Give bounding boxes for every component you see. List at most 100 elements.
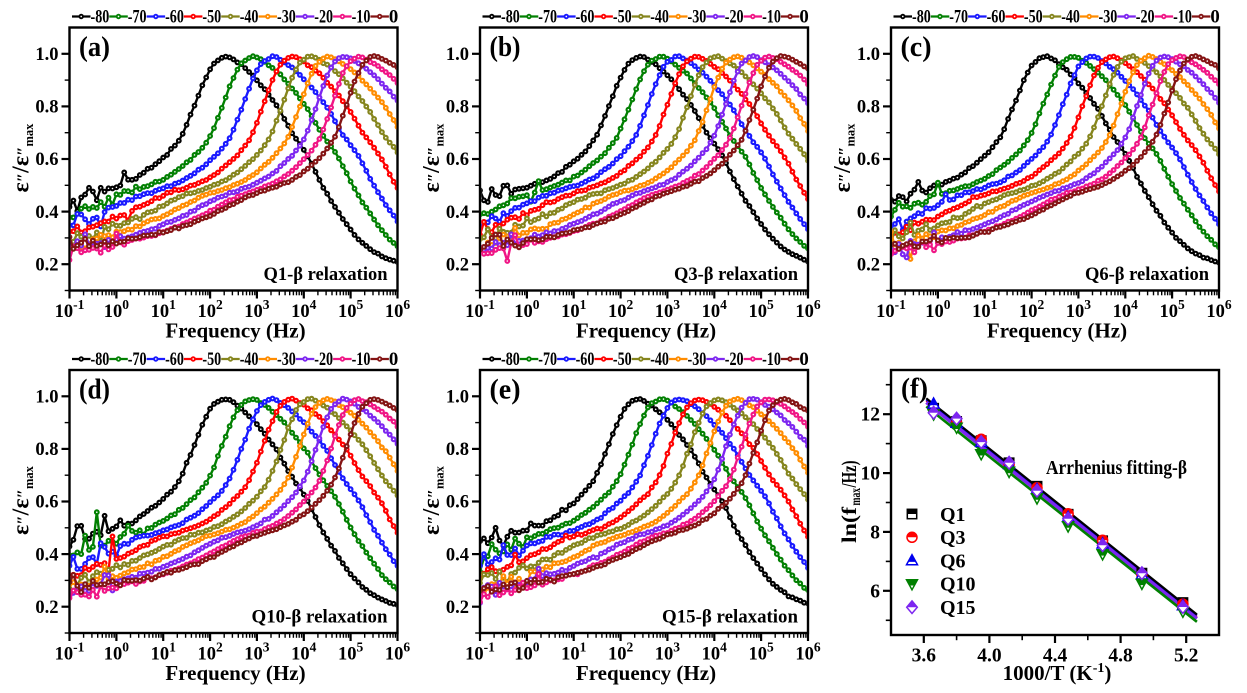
svg-text:0: 0 bbox=[389, 350, 398, 370]
svg-text:103: 103 bbox=[655, 640, 681, 665]
svg-text:/Hz): /Hz) bbox=[837, 460, 861, 488]
svg-text:max: max bbox=[849, 488, 864, 506]
svg-text:ε″/ε″max: ε″/ε″max bbox=[9, 465, 37, 535]
svg-text:-40: -40 bbox=[240, 7, 259, 27]
svg-text:-80: -80 bbox=[91, 7, 110, 27]
svg-text:-70: -70 bbox=[128, 7, 147, 27]
svg-text:-60: -60 bbox=[576, 350, 595, 370]
svg-text:102: 102 bbox=[197, 640, 223, 665]
svg-text:0.4: 0.4 bbox=[35, 545, 58, 565]
svg-text:-70: -70 bbox=[128, 350, 147, 370]
svg-text:104: 104 bbox=[702, 297, 728, 322]
svg-text:1.0: 1.0 bbox=[857, 45, 880, 65]
svg-text:1.0: 1.0 bbox=[446, 388, 469, 408]
svg-text:(b): (b) bbox=[490, 31, 521, 63]
svg-text:0.8: 0.8 bbox=[35, 98, 58, 118]
svg-text:105: 105 bbox=[748, 640, 774, 665]
svg-text:-30: -30 bbox=[688, 7, 707, 27]
svg-text:10-1: 10-1 bbox=[465, 640, 495, 665]
svg-text:Q6-β relaxation: Q6-β relaxation bbox=[1085, 264, 1209, 285]
svg-text:(c): (c) bbox=[901, 31, 932, 63]
svg-text:101: 101 bbox=[972, 297, 998, 322]
svg-text:3.6: 3.6 bbox=[912, 646, 937, 667]
svg-text:0.6: 0.6 bbox=[857, 150, 880, 170]
svg-text:(d): (d) bbox=[79, 374, 110, 406]
svg-text:1000/T (K-1): 1000/T (K-1) bbox=[1003, 661, 1112, 685]
svg-text:-50: -50 bbox=[202, 7, 221, 27]
svg-text:103: 103 bbox=[244, 640, 270, 665]
svg-text:102: 102 bbox=[1019, 297, 1045, 322]
svg-text:-20: -20 bbox=[314, 7, 333, 27]
svg-text:Q3: Q3 bbox=[940, 527, 966, 549]
svg-text:103: 103 bbox=[244, 297, 270, 322]
svg-text:0.6: 0.6 bbox=[446, 493, 469, 513]
svg-text:102: 102 bbox=[608, 297, 634, 322]
svg-text:Frequency (Hz): Frequency (Hz) bbox=[165, 661, 305, 685]
svg-text:-10: -10 bbox=[352, 350, 371, 370]
svg-text:10-1: 10-1 bbox=[876, 297, 906, 322]
svg-text:Q1: Q1 bbox=[940, 504, 966, 526]
svg-text:101: 101 bbox=[561, 297, 587, 322]
svg-text:0.4: 0.4 bbox=[446, 545, 469, 565]
svg-text:-60: -60 bbox=[165, 350, 184, 370]
svg-text:-10: -10 bbox=[762, 7, 781, 27]
svg-text:4.8: 4.8 bbox=[1108, 646, 1133, 667]
svg-text:0: 0 bbox=[1210, 7, 1219, 27]
svg-text:101: 101 bbox=[151, 297, 177, 322]
svg-text:-20: -20 bbox=[1136, 7, 1155, 27]
svg-text:0: 0 bbox=[799, 350, 808, 370]
svg-text:101: 101 bbox=[561, 640, 587, 665]
svg-text:-20: -20 bbox=[725, 7, 744, 27]
svg-text:ln(f: ln(f bbox=[837, 506, 861, 543]
svg-text:0.6: 0.6 bbox=[35, 493, 58, 513]
svg-text:100: 100 bbox=[514, 640, 540, 665]
svg-text:-80: -80 bbox=[501, 350, 520, 370]
svg-text:-10: -10 bbox=[352, 7, 371, 27]
svg-text:-50: -50 bbox=[613, 350, 632, 370]
svg-text:0.6: 0.6 bbox=[446, 150, 469, 170]
svg-text:Frequency (Hz): Frequency (Hz) bbox=[576, 661, 716, 685]
svg-text:0.2: 0.2 bbox=[35, 255, 58, 275]
svg-text:(a): (a) bbox=[79, 31, 110, 63]
svg-text:1.0: 1.0 bbox=[446, 45, 469, 65]
svg-text:-30: -30 bbox=[688, 350, 707, 370]
svg-text:102: 102 bbox=[197, 297, 223, 322]
svg-text:0.8: 0.8 bbox=[446, 440, 469, 460]
svg-text:0: 0 bbox=[389, 7, 398, 27]
svg-text:104: 104 bbox=[291, 640, 317, 665]
svg-text:0.2: 0.2 bbox=[446, 598, 469, 618]
svg-text:102: 102 bbox=[608, 640, 634, 665]
svg-text:-30: -30 bbox=[1099, 7, 1118, 27]
svg-text:ε″/ε″max: ε″/ε″max bbox=[9, 123, 37, 193]
svg-text:-60: -60 bbox=[165, 7, 184, 27]
svg-text:1.0: 1.0 bbox=[35, 45, 58, 65]
svg-text:100: 100 bbox=[925, 297, 951, 322]
svg-text:0.8: 0.8 bbox=[35, 440, 58, 460]
svg-text:0.4: 0.4 bbox=[35, 203, 58, 223]
svg-text:-30: -30 bbox=[277, 350, 296, 370]
svg-text:Q15: Q15 bbox=[940, 597, 976, 619]
svg-text:100: 100 bbox=[104, 297, 129, 322]
svg-text:-50: -50 bbox=[613, 7, 632, 27]
svg-text:-30: -30 bbox=[277, 7, 296, 27]
svg-text:-20: -20 bbox=[314, 350, 333, 370]
svg-text:Q10-β relaxation: Q10-β relaxation bbox=[252, 607, 388, 628]
svg-text:Q3-β relaxation: Q3-β relaxation bbox=[674, 264, 798, 285]
svg-text:0: 0 bbox=[799, 7, 808, 27]
svg-text:(e): (e) bbox=[490, 374, 521, 406]
svg-text:-60: -60 bbox=[987, 7, 1006, 27]
svg-text:ε″/ε″max: ε″/ε″max bbox=[419, 465, 447, 535]
svg-text:-40: -40 bbox=[650, 350, 669, 370]
svg-text:Frequency (Hz): Frequency (Hz) bbox=[165, 319, 305, 343]
svg-text:Q10: Q10 bbox=[940, 574, 976, 596]
svg-text:-50: -50 bbox=[1024, 7, 1043, 27]
svg-text:6: 6 bbox=[870, 581, 880, 602]
svg-text:0.6: 0.6 bbox=[35, 150, 58, 170]
svg-text:0.4: 0.4 bbox=[446, 203, 469, 223]
svg-text:Frequency (Hz): Frequency (Hz) bbox=[576, 319, 716, 343]
svg-text:4.0: 4.0 bbox=[977, 646, 1001, 667]
svg-text:12: 12 bbox=[861, 405, 881, 426]
svg-text:104: 104 bbox=[702, 640, 728, 665]
svg-text:5.2: 5.2 bbox=[1174, 646, 1198, 667]
svg-text:104: 104 bbox=[1113, 297, 1139, 322]
